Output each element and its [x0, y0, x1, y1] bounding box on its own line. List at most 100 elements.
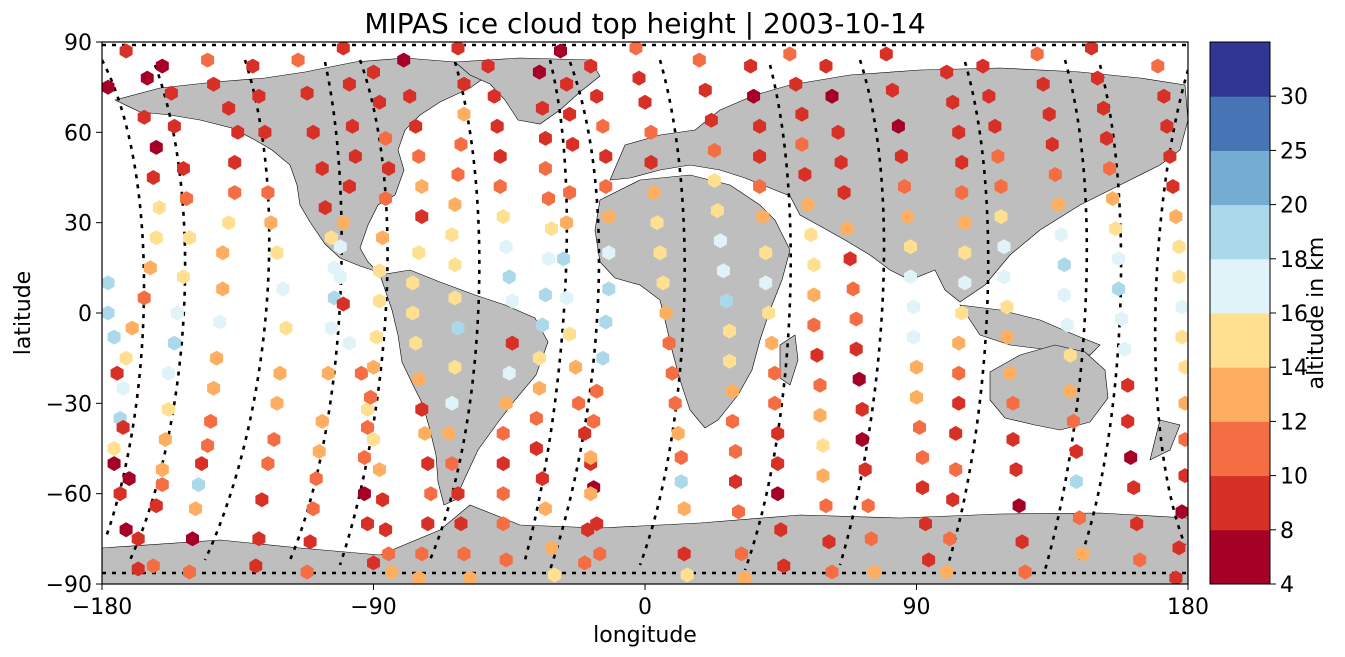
cloud-point-marker	[557, 251, 570, 267]
cloud-point-marker	[107, 329, 121, 345]
cloud-point-marker	[487, 88, 501, 104]
cloud-point-marker	[177, 161, 190, 176]
cloud-point-marker	[1063, 347, 1077, 363]
cloud-point-marker	[560, 76, 574, 92]
cloud-point-marker	[726, 383, 739, 399]
cloud-point-marker	[1112, 251, 1126, 267]
cloud-point-marker	[264, 215, 278, 231]
cloud-point-marker	[653, 245, 667, 261]
cloud-point-marker	[599, 179, 613, 194]
cloud-point-marker	[539, 287, 552, 303]
cloud-point-marker	[590, 88, 604, 104]
cloud-point-marker	[532, 380, 546, 396]
cloud-point-marker	[424, 486, 438, 502]
colorbar-segment	[1210, 42, 1270, 97]
cloud-point-marker	[348, 148, 362, 164]
cloud-point-marker	[195, 456, 208, 472]
cloud-point-marker	[499, 395, 513, 411]
cloud-point-marker	[421, 516, 435, 532]
cloud-point-marker	[897, 179, 911, 194]
cloud-point-marker	[1097, 100, 1110, 116]
cloud-point-marker	[463, 570, 477, 584]
colorbar-segment	[1210, 150, 1270, 206]
cloud-point-marker	[831, 124, 845, 140]
cloud-point-marker	[819, 58, 833, 74]
cloud-point-marker	[231, 124, 245, 140]
cloud-point-marker	[448, 197, 462, 213]
cloud-point-marker	[907, 329, 920, 345]
new-zealand-landmass	[1149, 419, 1181, 461]
cloud-point-marker	[994, 179, 1008, 194]
cloud-point-marker	[955, 305, 969, 321]
cloud-point-marker	[333, 239, 347, 255]
y-tick-label: 30	[64, 212, 92, 237]
y-tick-label: −90	[46, 573, 92, 598]
colorbar-segment	[1210, 258, 1270, 314]
cloud-point-marker	[1003, 365, 1017, 381]
cloud-point-marker	[1178, 468, 1188, 484]
cloud-point-marker	[958, 215, 972, 231]
cloud-point-marker	[505, 335, 519, 351]
cloud-point-marker	[720, 293, 733, 309]
cloud-point-marker	[110, 365, 124, 381]
cloud-point-marker	[406, 275, 420, 291]
cloud-point-marker	[789, 76, 803, 92]
cloud-point-marker	[318, 200, 332, 216]
colorbar-segment	[1210, 204, 1270, 260]
cloud-point-marker	[149, 498, 163, 514]
cloud-point-marker	[834, 154, 848, 170]
cloud-point-marker	[867, 564, 881, 580]
cloud-point-marker	[563, 185, 577, 201]
cloud-point-marker	[997, 269, 1011, 285]
colorbar-segment	[1210, 313, 1270, 368]
cloud-point-marker	[1175, 504, 1188, 520]
cloud-point-marker	[502, 269, 516, 285]
cloud-point-marker	[535, 471, 549, 487]
y-tick-label: −30	[46, 392, 92, 417]
south-america-landmass	[379, 269, 549, 506]
cloud-point-marker	[1057, 287, 1071, 303]
cloud-point-marker	[656, 275, 670, 291]
cloud-point-marker	[122, 471, 136, 487]
north-america-landmass	[114, 57, 496, 273]
cloud-point-marker	[723, 323, 736, 339]
cloud-point-marker	[532, 64, 546, 80]
cloud-point-marker	[904, 269, 917, 285]
cloud-point-marker	[382, 161, 396, 176]
cloud-point-marker	[376, 230, 389, 246]
cloud-point-marker	[952, 365, 966, 381]
cloud-point-marker	[324, 230, 338, 246]
cloud-point-marker	[207, 76, 221, 92]
cloud-point-marker	[858, 462, 872, 478]
cloud-point-marker	[554, 43, 567, 59]
cloud-point-marker	[599, 314, 613, 330]
colorbar-tick-label: 12	[1280, 410, 1308, 435]
cloud-point-marker	[668, 395, 682, 411]
cloud-point-marker	[379, 130, 393, 146]
cloud-point-marker	[261, 456, 275, 472]
cloud-point-marker	[922, 552, 936, 568]
cloud-point-marker	[671, 425, 685, 441]
colorbar-tick-label: 16	[1280, 302, 1308, 327]
cloud-point-marker	[644, 154, 658, 170]
cloud-point-marker	[955, 185, 969, 201]
colorbar-tick-label: 18	[1280, 248, 1308, 273]
cloud-point-marker	[379, 522, 393, 538]
cloud-point-marker	[940, 564, 954, 580]
colorbar-tick-label: 4	[1280, 573, 1294, 598]
cloud-point-marker	[704, 112, 718, 128]
cloud-point-marker	[213, 314, 227, 330]
cloud-point-marker	[949, 462, 963, 478]
cloud-point-marker	[771, 486, 785, 502]
cloud-point-marker	[252, 531, 266, 547]
cloud-point-marker	[707, 142, 721, 158]
cloud-point-marker	[454, 136, 468, 152]
cloud-point-marker	[189, 501, 202, 517]
cloud-point-marker	[807, 317, 821, 333]
cloud-point-marker	[207, 380, 221, 396]
cloud-point-marker	[409, 118, 423, 134]
cloud-point-marker	[958, 275, 972, 291]
cloud-point-marker	[457, 546, 471, 562]
cloud-point-marker	[412, 371, 426, 387]
cloud-point-marker	[539, 501, 552, 517]
